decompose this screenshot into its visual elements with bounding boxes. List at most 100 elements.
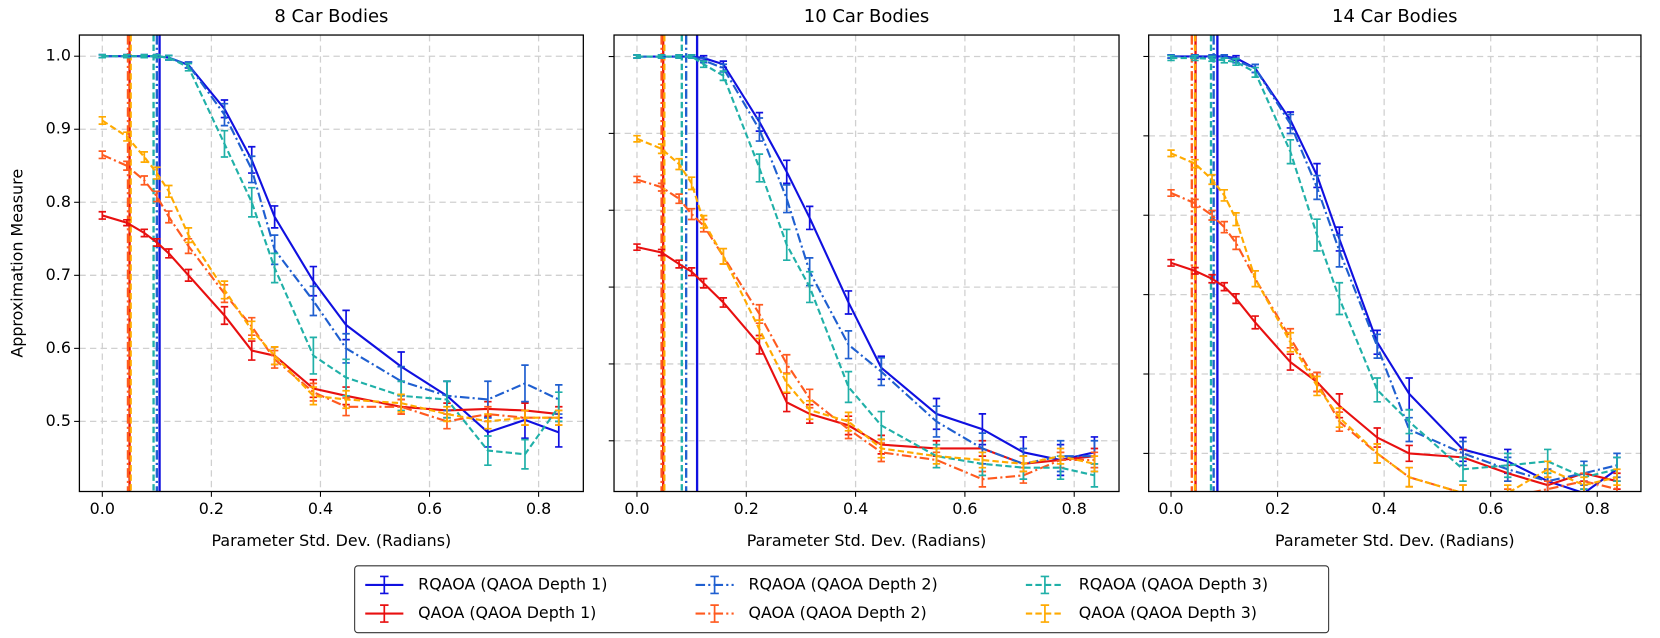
error-bar	[675, 54, 683, 59]
error-bar	[123, 160, 131, 171]
error-bar	[1459, 456, 1467, 483]
x-tick-label: 0.6	[417, 499, 442, 518]
error-bar	[1167, 258, 1175, 267]
error-bar	[1056, 447, 1065, 465]
error-bar	[98, 53, 107, 59]
error-bar	[1208, 273, 1216, 284]
error-bar	[165, 184, 173, 199]
error-bar	[98, 150, 107, 160]
error-bar	[877, 356, 885, 387]
series-line	[1171, 55, 1618, 492]
error-bar	[184, 62, 193, 72]
plot-area	[633, 35, 1099, 492]
error-bar	[844, 411, 853, 432]
error-bar	[270, 252, 279, 284]
error-bar	[248, 155, 256, 184]
error-bar	[123, 131, 131, 142]
error-bar	[140, 228, 149, 238]
error-bar	[184, 226, 193, 244]
error-bar	[783, 373, 791, 394]
error-bar	[633, 243, 641, 252]
error-bar	[248, 186, 256, 218]
series-line	[636, 55, 1095, 477]
legend-label: QAOA (QAOA Depth 2)	[748, 603, 926, 622]
error-bar	[123, 218, 131, 227]
error-bar	[1286, 113, 1295, 135]
error-bar	[633, 134, 641, 143]
series-line	[636, 137, 1095, 465]
error-bar	[521, 364, 529, 403]
y-axis-label: Approximation Measure	[8, 169, 27, 358]
legend-errorbar	[380, 575, 389, 595]
error-bar	[1232, 212, 1240, 227]
error-bar	[309, 386, 318, 406]
error-bar	[1090, 455, 1099, 473]
error-bar	[1220, 220, 1229, 234]
error-bar	[270, 205, 279, 229]
error-bar	[153, 237, 161, 247]
error-bar	[397, 393, 405, 413]
error-bar	[1167, 149, 1175, 158]
error-bar	[1286, 138, 1295, 165]
error-bar	[1405, 466, 1413, 488]
error-bar	[687, 207, 696, 221]
error-bar	[1232, 235, 1240, 251]
error-bar	[1373, 377, 1381, 403]
error-bar	[1220, 188, 1229, 202]
error-bar	[1220, 281, 1229, 292]
y-tick-label: 0.7	[46, 265, 71, 284]
error-bar	[755, 153, 764, 183]
error-bar	[1286, 331, 1295, 353]
error-bar	[699, 214, 708, 229]
y-tick-label: 0.5	[46, 411, 71, 430]
error-bar	[657, 143, 666, 155]
error-bar	[342, 389, 350, 410]
legend-errorbar	[710, 575, 719, 595]
error-bar	[1313, 174, 1321, 201]
error-bar	[123, 53, 131, 59]
error-bar	[1232, 57, 1240, 67]
error-bar	[657, 182, 666, 192]
error-bar	[248, 320, 256, 340]
y-tick-label: 0.8	[46, 192, 71, 211]
legend-errorbar	[710, 604, 719, 623]
error-bar	[1286, 353, 1295, 371]
error-bar	[1191, 266, 1199, 275]
x-tick-label: 0.8	[1062, 499, 1087, 518]
x-tick-label: 0.0	[1158, 499, 1183, 518]
x-tick-label: 0.4	[308, 499, 333, 518]
series-line	[102, 55, 560, 401]
x-tick-label: 0.4	[843, 499, 868, 518]
error-bar	[675, 157, 683, 171]
error-bar	[1191, 198, 1199, 209]
error-bar	[140, 151, 149, 163]
error-bar	[1373, 333, 1381, 359]
legend-errorbar	[1040, 604, 1050, 623]
series-line	[636, 178, 1095, 481]
error-bar	[675, 193, 683, 205]
plot-area	[98, 35, 563, 492]
error-bar	[220, 280, 229, 300]
error-bar	[1335, 234, 1344, 268]
legend-frame	[354, 565, 1330, 634]
error-bar	[877, 438, 885, 459]
x-axis-label: Parameter Std. Dev. (Radians)	[747, 531, 987, 550]
error-bar	[783, 159, 791, 185]
error-bar	[165, 54, 173, 61]
error-bar	[1191, 158, 1199, 169]
error-bar	[783, 184, 791, 214]
axes-frame	[613, 34, 1120, 493]
error-bar	[1613, 468, 1621, 487]
error-bar	[140, 53, 149, 59]
x-tick-label: 0.2	[1265, 499, 1290, 518]
error-bar	[1019, 455, 1028, 473]
chart-title: 10 Car Bodies	[804, 6, 930, 27]
axes-frame	[78, 34, 584, 493]
error-bar	[719, 297, 728, 308]
error-bar	[1580, 476, 1588, 492]
error-bar	[719, 247, 728, 265]
legend-label: RQAOA (QAOA Depth 2)	[748, 574, 937, 593]
error-bar	[687, 54, 696, 59]
error-bar	[687, 267, 696, 277]
plot-area	[1167, 35, 1621, 492]
